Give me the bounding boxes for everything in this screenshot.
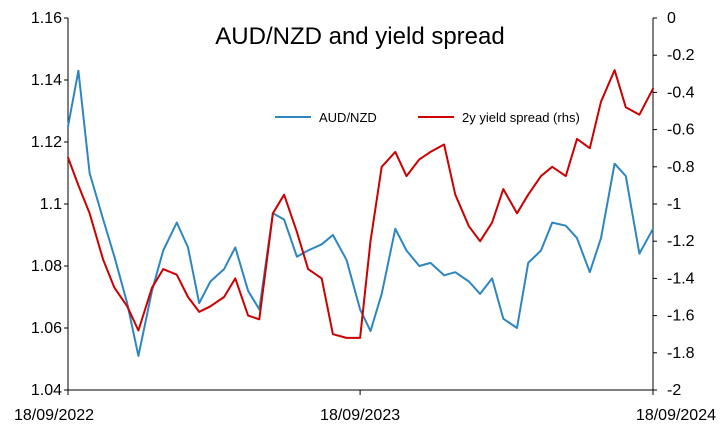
y-right-tick-label: -0.8 bbox=[667, 159, 695, 176]
y-right-tick-label: -0.4 bbox=[667, 84, 695, 101]
y-left-tick-label: 1.14 bbox=[31, 72, 62, 89]
legend: AUD/NZD 2y yield spread (rhs) bbox=[275, 110, 580, 125]
y-right-tick-label: -1.8 bbox=[667, 345, 695, 362]
y-right-tick-label: 0 bbox=[667, 10, 676, 27]
x-tick-label: 18/09/2024 bbox=[636, 407, 716, 424]
series-layer bbox=[67, 69, 654, 357]
y-right-tick-label: -0.2 bbox=[667, 47, 695, 64]
y-right-tick-label: -2 bbox=[667, 382, 681, 399]
y-left-tick-label: 1.08 bbox=[31, 258, 62, 275]
y-left-tick-label: 1.16 bbox=[31, 10, 62, 27]
axes: 1.04 1.06 1.08 1.1 1.12 1.14 1.16 -2 -1.8 -1.6 -1.… bbox=[14, 10, 716, 424]
y-right-tick-label: -1 bbox=[667, 196, 681, 213]
y-right-tick-label: -1.2 bbox=[667, 233, 695, 250]
chart-title: AUD/NZD and yield spread bbox=[215, 23, 504, 50]
y-right-tick-label: -1.6 bbox=[667, 308, 695, 325]
y-left-tick-label: 1.04 bbox=[31, 382, 62, 399]
legend-label: AUD/NZD bbox=[319, 110, 377, 125]
x-tick-label: 18/09/2022 bbox=[14, 407, 94, 424]
y-right-tick-label: -0.6 bbox=[667, 122, 695, 139]
y-right-tick-label: -1.4 bbox=[667, 270, 695, 287]
legend-label: 2y yield spread (rhs) bbox=[462, 110, 580, 125]
x-tick-label: 18/09/2023 bbox=[320, 407, 400, 424]
y-left-tick-label: 1.12 bbox=[31, 134, 62, 151]
y-left-tick-label: 1.1 bbox=[40, 196, 62, 213]
series-line-yield-spread bbox=[67, 69, 654, 339]
series-line-aud-nzd bbox=[67, 69, 654, 357]
y-left-tick-label: 1.06 bbox=[31, 320, 62, 337]
